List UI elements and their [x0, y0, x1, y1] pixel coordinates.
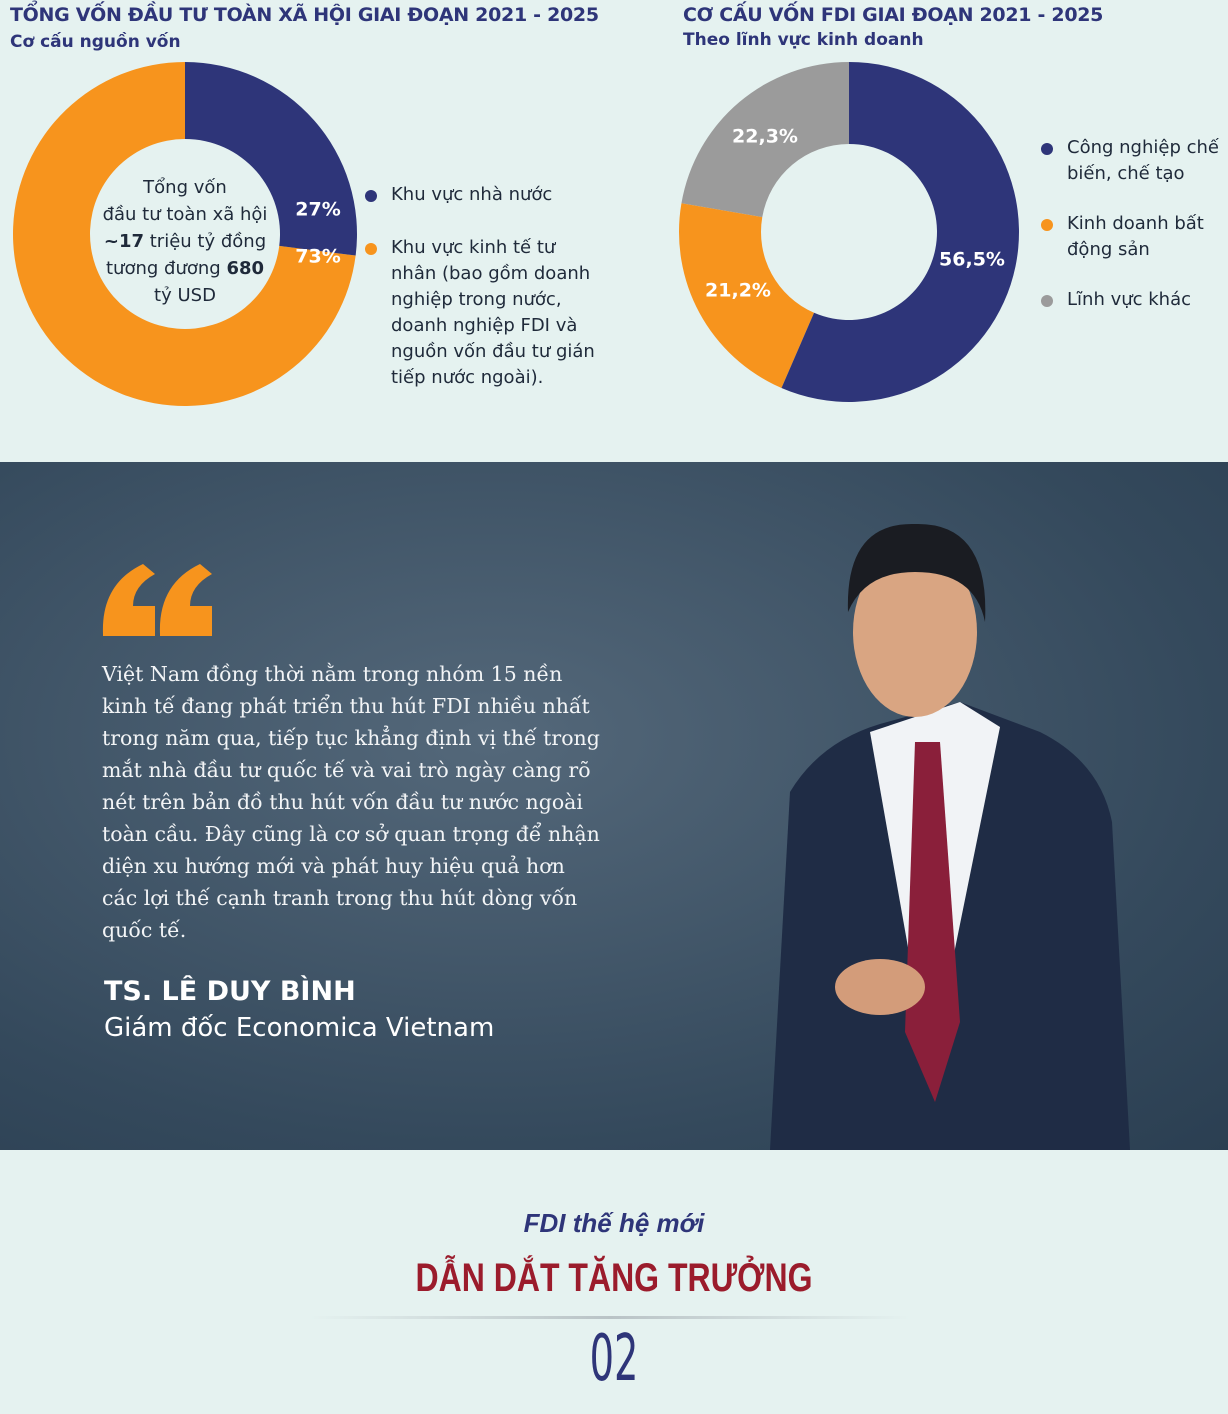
charts: Tổng vốn đầu tư toàn xã hội ~17 triệu tỷ…: [13, 62, 1019, 406]
value-label: 27%: [295, 199, 340, 221]
footer-kicker: FDI thế hệ mới: [523, 1208, 705, 1238]
legend-item: Khu vực kinh tế tư nhân (bao gồm doanh n…: [365, 235, 600, 391]
legend-marker: [1041, 143, 1053, 155]
legend-marker: [1041, 295, 1053, 307]
quote-mark: [102, 564, 212, 636]
hair: [847, 523, 986, 622]
legend-label: Công nghiệp chế biến, chế tạo: [1067, 137, 1219, 184]
donut-slice: [679, 203, 815, 389]
center-equivalent: tương đương: [106, 258, 221, 279]
quote-section: [0, 462, 1228, 1150]
center-amount: ~17: [104, 231, 144, 252]
donut-slice: [185, 62, 357, 256]
legend-item: Kinh doanh bất động sản: [1041, 211, 1226, 263]
value-label: 56,5%: [939, 249, 1005, 271]
legend-label: Khu vực kinh tế tư nhân (bao gồm doanh n…: [391, 237, 595, 388]
donut-slice: [13, 62, 356, 406]
chart-title: CƠ CẤU VỐN FDI GIAI ĐOẠN 2021 - 2025: [683, 4, 1104, 26]
center-label: ~17 triệu tỷ đồng: [104, 231, 266, 252]
chart-title: TỔNG VỐN ĐẦU TƯ TOÀN XÃ HỘI GIAI ĐOẠN 20…: [10, 4, 599, 26]
quote-author: TS. LÊ DUY BÌNH: [104, 976, 356, 1007]
quote-role: Giám đốc Economica Vietnam: [104, 1013, 495, 1043]
hands: [835, 959, 925, 1015]
value-label: 73%: [295, 246, 340, 268]
legend-item: Lĩnh vực khác: [1041, 287, 1226, 313]
value-label: 22,3%: [732, 126, 798, 148]
center-label: tương đương 680: [106, 258, 264, 279]
donut-slice: [681, 62, 849, 218]
legend-marker: [365, 243, 377, 255]
divider: [310, 1316, 910, 1319]
footer-number: 02: [589, 1322, 639, 1396]
legend-label: Khu vực nhà nước: [391, 184, 553, 205]
chart-subtitle: Cơ cấu nguồn vốn: [10, 32, 181, 52]
center-label: Tổng vốn: [142, 177, 227, 198]
center-usd: 680: [226, 258, 264, 279]
quote-text: Việt Nam đồng thời nằm trong nhóm 15 nền…: [102, 662, 600, 942]
donut-slice: [781, 62, 1019, 402]
footer-title: DẪN DẮT TĂNG TRƯỞNG: [415, 1256, 813, 1300]
chart-subtitle: Theo lĩnh vực kinh doanh: [683, 30, 924, 50]
value-label: 21,2%: [705, 280, 771, 302]
legend-marker: [365, 190, 377, 202]
legend-item: Khu vực nhà nước: [365, 182, 600, 208]
center-label: đầu tư toàn xã hội: [103, 204, 268, 225]
face: [853, 547, 977, 717]
center-label: tỷ USD: [154, 285, 216, 306]
legend-label: Kinh doanh bất động sản: [1067, 213, 1204, 260]
photo: [102, 523, 1130, 1150]
legend-item: Công nghiệp chế biến, chế tạo: [1041, 135, 1226, 187]
tie: [905, 742, 960, 1102]
legend-label: Lĩnh vực khác: [1067, 289, 1192, 310]
center-amount-unit: triệu tỷ đồng: [150, 231, 266, 252]
legend-marker: [1041, 219, 1053, 231]
